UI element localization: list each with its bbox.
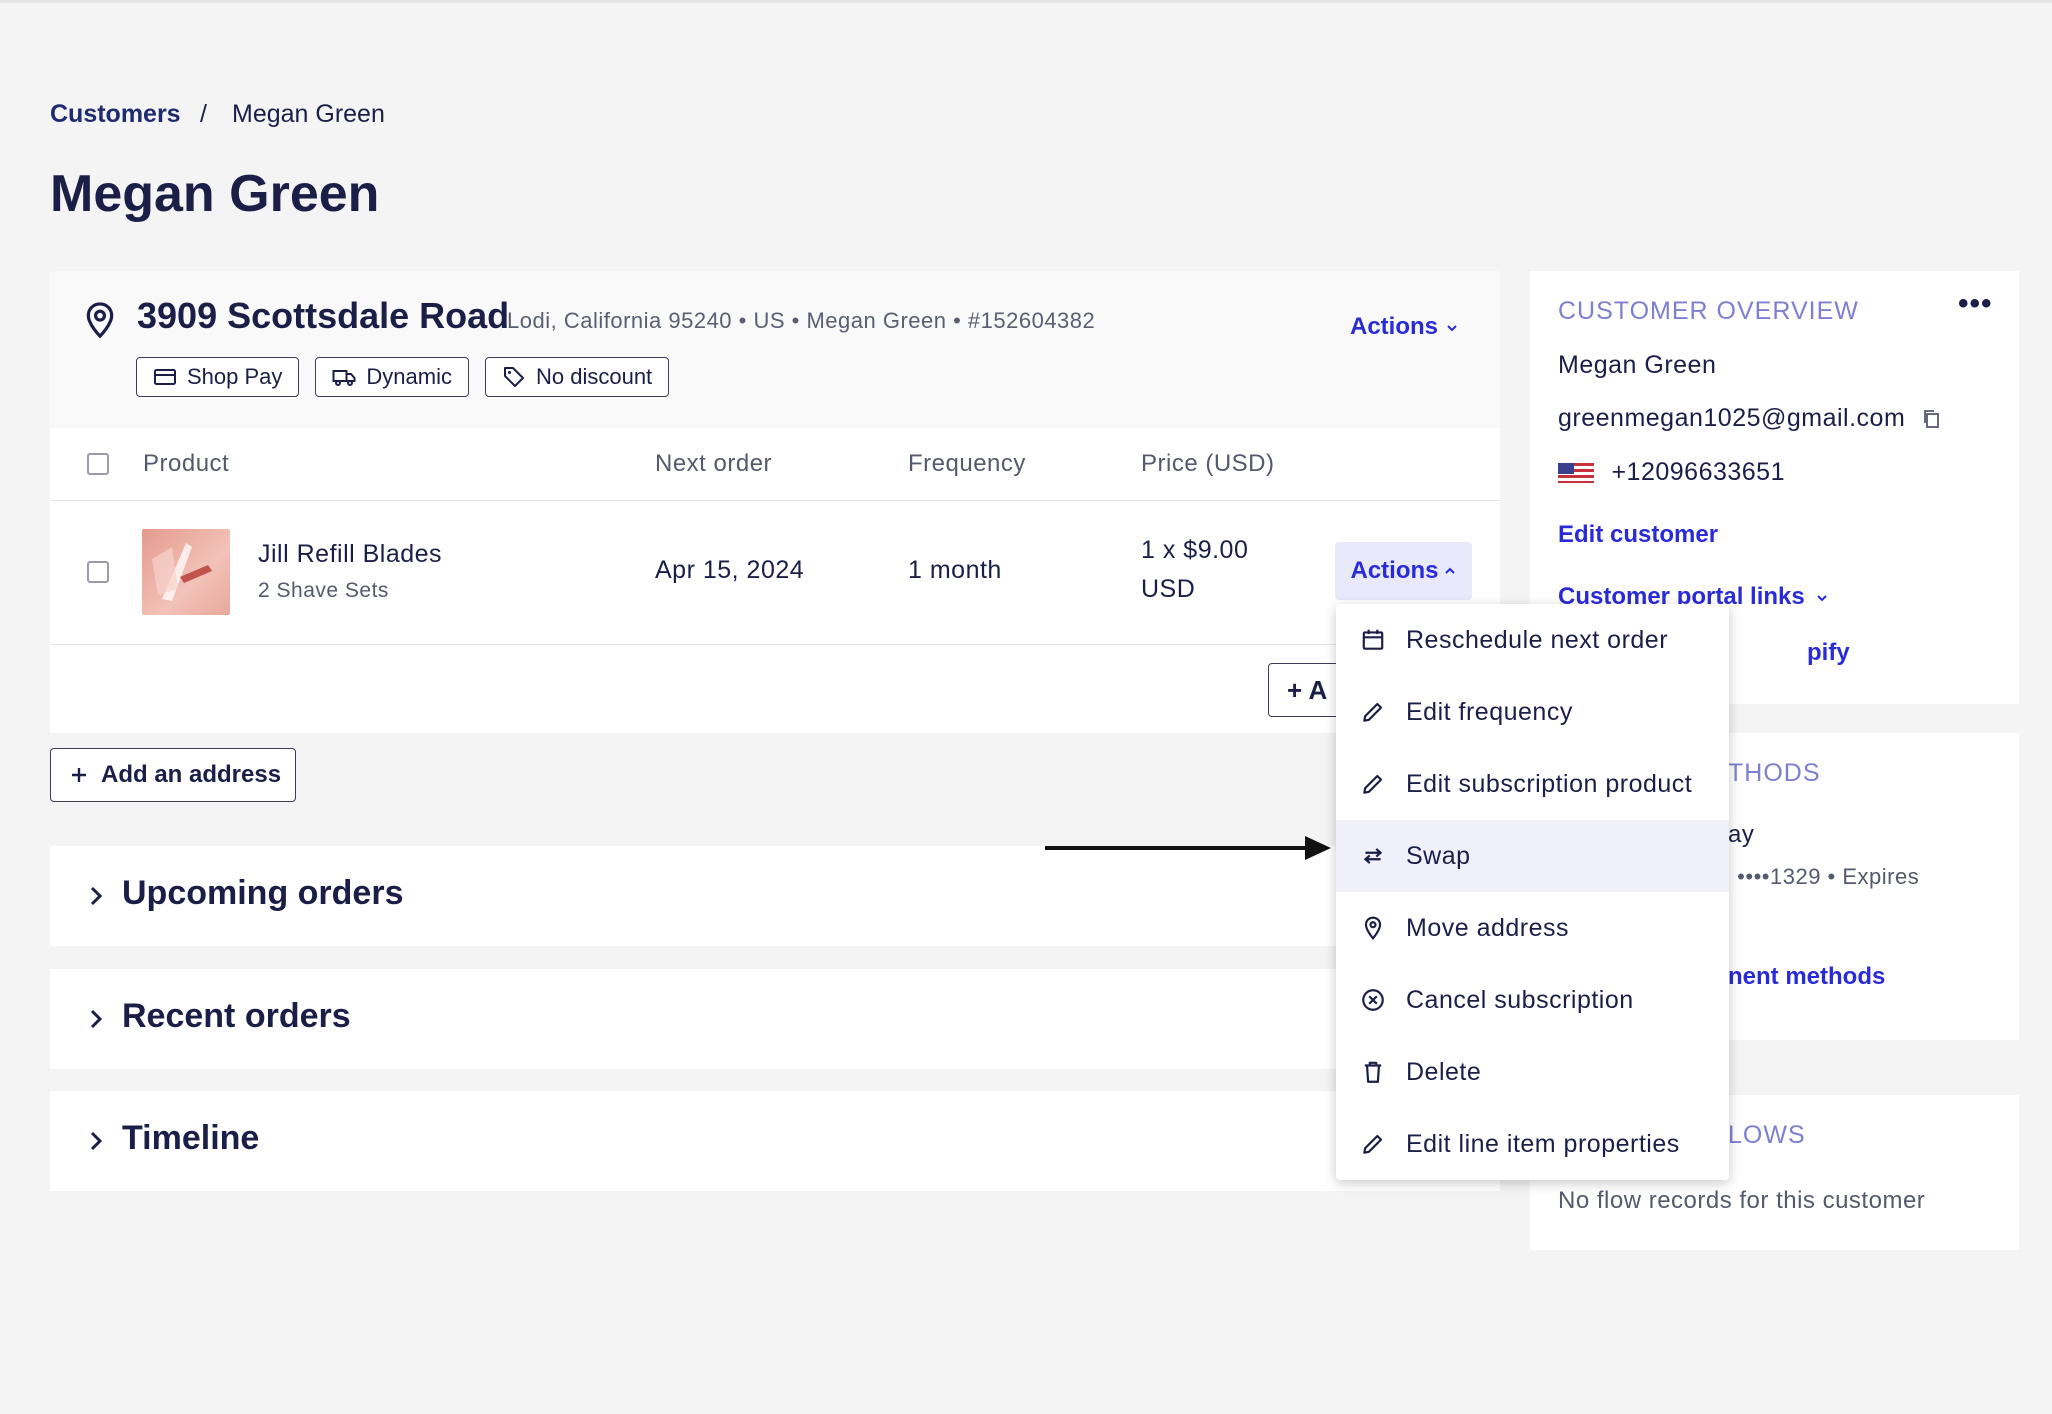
price-quantity: 1 x $9.00 (1141, 536, 1249, 564)
next-order-date: Apr 15, 2024 (655, 556, 805, 584)
trash-icon (1364, 1061, 1382, 1083)
col-frequency: Frequency (908, 450, 1026, 477)
section-title: Recent orders (122, 997, 351, 1035)
chevron-down-icon (1817, 594, 1828, 602)
chip-payment-label: Shop Pay (187, 364, 283, 389)
customer-email: greenmegan1025@gmail.com (1558, 404, 1906, 432)
map-pin-icon (1364, 916, 1382, 940)
overview-title: CUSTOMER OVERVIEW (1558, 297, 1859, 325)
menu-item-label: Move address (1406, 913, 1570, 942)
row-checkbox[interactable] (87, 561, 109, 583)
row-actions-label: Actions (1350, 557, 1439, 584)
view-in-shopify-link[interactable]: pify (1807, 639, 1850, 666)
add-address-button[interactable]: Add an address (50, 748, 296, 802)
add-address-label: Add an address (101, 761, 282, 788)
customer-email-row: greenmegan1025@gmail.com (1558, 404, 1943, 433)
credit-card-icon (154, 369, 176, 385)
more-options-icon[interactable]: ••• (1958, 287, 1993, 320)
truck-icon (332, 370, 356, 386)
customer-name: Megan Green (1558, 351, 1717, 379)
address-card: 3909 Scottsdale Road Lodi, California 95… (50, 271, 1500, 733)
menu-item-label: Edit frequency (1406, 697, 1573, 726)
customer-phone: +12096633651 (1611, 458, 1785, 486)
payment-methods-title: THODS (1728, 759, 1821, 787)
address-meta: Lodi, California 95240 • US • Megan Gree… (507, 308, 1096, 333)
customer-phone-row: +12096633651 (1558, 458, 1785, 487)
product-thumbnail (142, 529, 230, 615)
pencil-icon (1363, 1134, 1383, 1154)
table-row: Jill Refill Blades 2 Shave Sets Apr 15, … (50, 500, 1500, 645)
menu-item-reschedule[interactable]: Reschedule next order (1336, 604, 1729, 676)
chevron-up-icon (1444, 567, 1455, 574)
row-actions-button[interactable]: Actions (1335, 542, 1472, 600)
annotation-arrow-head (1305, 836, 1331, 860)
address-actions-label: Actions (1350, 313, 1439, 340)
flows-title: LOWS (1728, 1121, 1806, 1149)
chevron-right-icon (90, 1009, 103, 1029)
pencil-icon (1363, 702, 1383, 722)
menu-item-label: Edit line item properties (1406, 1129, 1680, 1158)
flows-empty-text: No flow records for this customer (1558, 1187, 1926, 1214)
menu-item-label: Swap (1406, 841, 1471, 870)
menu-item-edit-line-item-properties[interactable]: Edit line item properties (1336, 1108, 1729, 1180)
chevron-right-icon (90, 1131, 103, 1151)
menu-item-cancel-subscription[interactable]: Cancel subscription (1336, 964, 1729, 1036)
top-border (0, 0, 2052, 3)
swap-icon (1363, 848, 1383, 864)
product-image-icon (152, 543, 212, 601)
address-actions-button[interactable]: Actions (1350, 313, 1459, 341)
address-street: 3909 Scottsdale Road (137, 295, 510, 336)
section-upcoming-orders[interactable]: Upcoming orders (50, 846, 1500, 946)
payment-method-card-detail: rd ••••1329 • Expires (1710, 864, 1920, 889)
annotation-arrow-shaft (1045, 846, 1315, 850)
menu-item-label: Cancel subscription (1406, 985, 1634, 1014)
manage-payment-methods-link[interactable]: nent methods (1728, 963, 1886, 990)
copy-icon[interactable] (1921, 408, 1943, 430)
section-timeline[interactable]: Timeline (50, 1091, 1500, 1191)
address-header: 3909 Scottsdale Road Lodi, California 95… (50, 271, 1500, 428)
us-flag-icon (1558, 463, 1594, 484)
menu-item-edit-subscription-product[interactable]: Edit subscription product (1336, 748, 1729, 820)
chevron-down-icon (1446, 324, 1457, 332)
menu-item-label: Reschedule next order (1406, 625, 1669, 654)
chip-shipping-label: Dynamic (366, 364, 452, 389)
menu-item-label: Edit subscription product (1406, 769, 1693, 798)
chip-discount[interactable]: No discount (484, 357, 670, 397)
plus-icon (72, 768, 86, 782)
section-title: Upcoming orders (122, 874, 404, 912)
pencil-icon (1363, 774, 1383, 794)
col-product: Product (143, 450, 230, 477)
product-name[interactable]: Jill Refill Blades (258, 540, 443, 568)
chevron-right-icon (90, 886, 103, 906)
payment-method-name: ay (1728, 821, 1755, 848)
cancel-circle-icon (1362, 989, 1384, 1011)
price-currency: USD (1141, 575, 1196, 603)
section-title: Timeline (122, 1119, 260, 1157)
breadcrumb-customers-link[interactable]: Customers (50, 100, 181, 128)
product-variant: 2 Shave Sets (258, 579, 389, 602)
menu-item-edit-frequency[interactable]: Edit frequency (1336, 676, 1729, 748)
tag-icon (503, 367, 524, 387)
breadcrumb-current: Megan Green (232, 100, 385, 128)
menu-item-delete[interactable]: Delete (1336, 1036, 1729, 1108)
select-all-checkbox[interactable] (87, 453, 109, 475)
map-pin-icon (86, 302, 114, 339)
breadcrumb-separator: / (200, 100, 207, 128)
edit-customer-link[interactable]: Edit customer (1558, 521, 1719, 548)
row-actions-menu: Reschedule next order Edit frequency Edi… (1336, 604, 1729, 1180)
col-price: Price (USD) (1141, 450, 1275, 477)
address-chips: Shop Pay Dynamic No discount (136, 357, 670, 397)
chip-payment[interactable]: Shop Pay (136, 357, 300, 397)
menu-item-label: Delete (1406, 1057, 1482, 1086)
chip-shipping[interactable]: Dynamic (315, 357, 469, 397)
page-title: Megan Green (50, 165, 380, 223)
menu-item-move-address[interactable]: Move address (1336, 892, 1729, 964)
calendar-icon (1362, 629, 1384, 650)
col-next-order: Next order (655, 450, 773, 477)
frequency-value: 1 month (908, 556, 1002, 584)
section-recent-orders[interactable]: Recent orders (50, 969, 1500, 1069)
table-header: Product Next order Frequency Price (USD) (50, 428, 1500, 501)
menu-item-swap[interactable]: Swap (1336, 820, 1729, 892)
chip-discount-label: No discount (535, 364, 653, 389)
